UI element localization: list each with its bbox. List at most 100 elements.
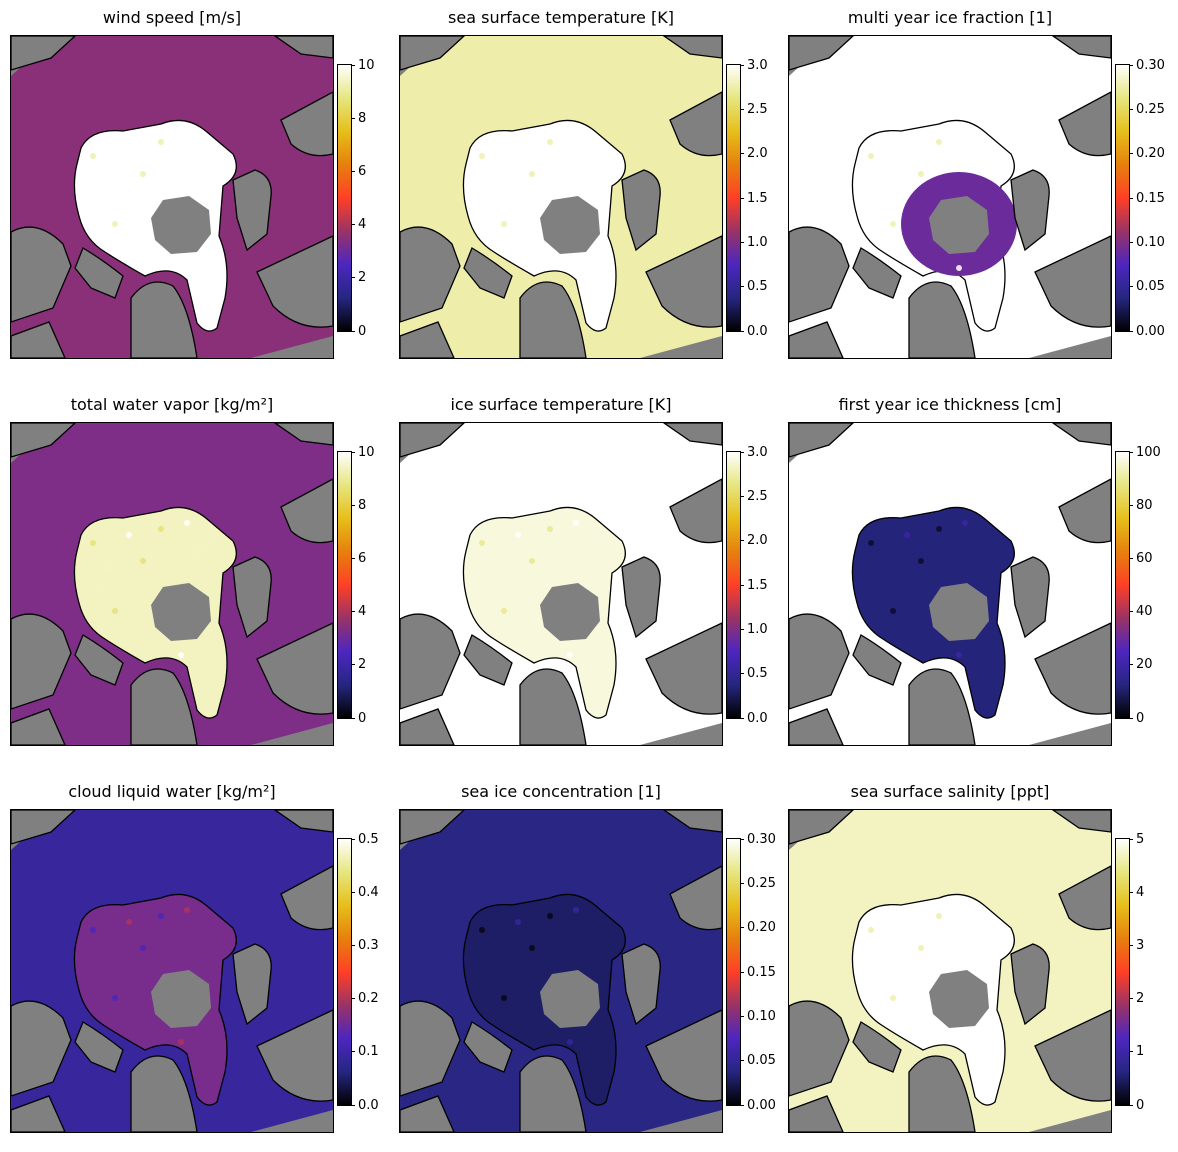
texture-speck xyxy=(529,558,535,564)
land-mass xyxy=(11,810,76,845)
land-mass xyxy=(789,36,854,71)
texture-speck xyxy=(106,566,112,572)
texture-speck xyxy=(904,145,910,151)
colorbar-tick-mark xyxy=(1129,557,1133,559)
colorbar-tick-text: 0.0 xyxy=(747,710,768,726)
texture-speck xyxy=(918,558,924,564)
colorbar-tick-label: 10 xyxy=(351,445,375,460)
colorbar-tick-label: 4 xyxy=(351,604,366,619)
colorbar-tick-mark xyxy=(1129,451,1133,453)
colorbar-tick-text: 0.5 xyxy=(747,279,768,295)
colorbar-tick-text: 0.00 xyxy=(747,1097,776,1113)
colorbar-tick-label: 8 xyxy=(351,498,366,513)
texture-speck xyxy=(158,139,164,145)
colorbar-tick-text: 4 xyxy=(358,217,367,233)
land-mass xyxy=(908,281,976,358)
colorbar-tick-mark xyxy=(1129,64,1133,66)
colorbar-tick-mark xyxy=(740,628,744,630)
land-mass xyxy=(11,708,66,745)
land-mass xyxy=(280,91,333,157)
colorbar-tick-label: 0.00 xyxy=(740,1097,776,1113)
land-mass xyxy=(400,810,465,845)
texture-speck xyxy=(126,532,132,538)
colorbar-ticks: 0 2 4 6 8 10 xyxy=(351,445,395,726)
land-mass xyxy=(1051,810,1111,833)
texture-speck xyxy=(196,935,202,941)
land-mass xyxy=(232,943,272,1026)
texture-speck xyxy=(573,520,579,526)
panel-title: sea surface temperature [K] xyxy=(448,8,674,27)
colorbar-tick-text: 0.30 xyxy=(747,831,776,847)
colorbar xyxy=(337,838,352,1106)
colorbar-tick-text: 3.0 xyxy=(747,57,768,73)
colorbar-tick-label: 6 xyxy=(351,164,366,179)
colorbar-tick-text: 0.20 xyxy=(1136,146,1165,162)
map-panel: cloud liquid water [kg/m²] 0.0 0.1 0.2 0.3 0.… xyxy=(10,782,390,1152)
colorbar-tick-text: 2 xyxy=(358,657,367,673)
colorbar-tick-mark xyxy=(740,971,744,973)
colorbar-tick-label: 80 xyxy=(1129,498,1153,513)
land-mass xyxy=(1034,1009,1111,1102)
map-plot xyxy=(399,35,723,359)
colorbar-tick-mark xyxy=(1129,717,1133,719)
texture-speck xyxy=(529,171,535,177)
texture-speck xyxy=(601,145,607,151)
colorbar-tick-text: 0.0 xyxy=(747,323,768,339)
colorbar-tick-mark xyxy=(740,286,744,288)
colorbar-tick-label: 0.0 xyxy=(740,710,768,726)
texture-speck xyxy=(567,265,573,271)
colorbar xyxy=(726,64,741,332)
texture-speck xyxy=(515,532,521,538)
map-panel: wind speed [m/s] 0 2 4 6 8 10 xyxy=(10,8,390,378)
texture-speck xyxy=(956,652,962,658)
colorbar-tick-text: 0.25 xyxy=(747,875,776,891)
colorbar-tick-mark xyxy=(351,224,355,226)
colorbar-tick-text: 5 xyxy=(1136,831,1145,847)
land-mass xyxy=(273,810,333,833)
map-plot xyxy=(788,35,1112,359)
texture-speck xyxy=(515,919,521,925)
texture-speck xyxy=(212,919,218,925)
land-mass xyxy=(400,321,455,358)
colorbar-tick-mark xyxy=(351,170,355,172)
colorbar-tick-mark xyxy=(351,117,355,119)
colorbar-tick-mark xyxy=(351,277,355,279)
colorbar-tick-text: 0.5 xyxy=(747,666,768,682)
land-mass xyxy=(1010,943,1050,1026)
texture-speck xyxy=(112,221,118,227)
texture-speck xyxy=(573,133,579,139)
colorbar-tick-mark xyxy=(1129,241,1133,243)
map-panel: sea surface temperature [K] 0.0 0.5 1.0 1.5 2… xyxy=(399,8,779,378)
land-mass xyxy=(256,622,333,715)
land-mass xyxy=(645,235,722,328)
colorbar-tick-mark xyxy=(351,717,355,719)
texture-speck xyxy=(140,945,146,951)
colorbar-tick-label: 5 xyxy=(1129,831,1145,847)
colorbar xyxy=(337,64,352,332)
panel-title: first year ice thickness [cm] xyxy=(838,395,1062,414)
map-svg xyxy=(789,423,1111,745)
colorbar-tick-text: 1 xyxy=(1136,1044,1145,1060)
colorbar-tick-label: 2 xyxy=(351,270,366,285)
colorbar-tick-mark xyxy=(740,927,744,929)
pole-hole xyxy=(929,583,989,641)
texture-speck xyxy=(890,221,896,227)
panel-title: wind speed [m/s] xyxy=(102,8,242,27)
map-svg xyxy=(11,423,333,745)
land-mass xyxy=(400,226,461,323)
colorbar-tick-text: 0.1 xyxy=(358,1044,379,1060)
land-mass xyxy=(11,1095,66,1132)
colorbar-tick-text: 3 xyxy=(1136,937,1145,953)
colorbar-tick-text: 2.5 xyxy=(747,101,768,117)
texture-speck xyxy=(96,199,102,205)
panel-title: multi year ice fraction [1] xyxy=(847,8,1053,27)
pole-hole xyxy=(929,970,989,1028)
land-mass xyxy=(519,281,587,358)
land-mass xyxy=(130,1055,198,1132)
land-mass xyxy=(789,321,844,358)
colorbar-tick-mark xyxy=(351,944,355,946)
map-svg xyxy=(400,810,722,1132)
colorbar-tick-mark xyxy=(740,330,744,332)
land-mass xyxy=(789,423,854,458)
colorbar-tick-label: 0 xyxy=(1129,711,1144,726)
